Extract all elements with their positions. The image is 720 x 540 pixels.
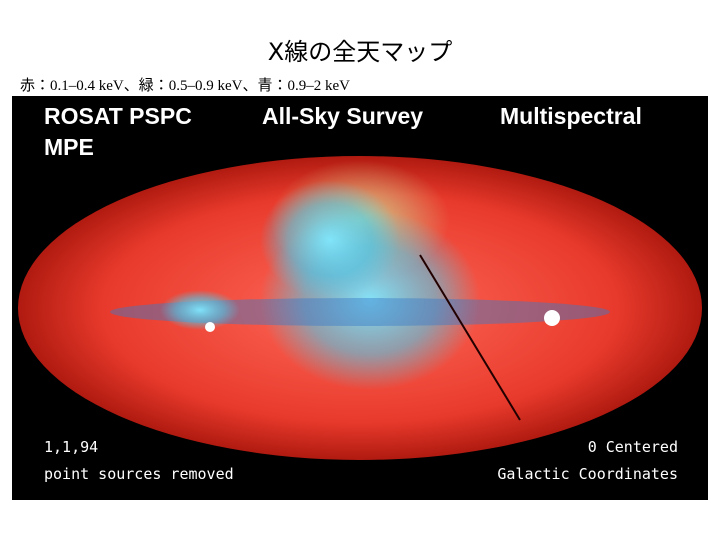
image-label: ROSAT PSPC [44,103,192,129]
image-label: point sources removed [44,465,234,483]
sky-feature [260,180,400,300]
image-label: Multispectral [500,103,642,129]
image-label: 0 Centered [588,438,678,456]
sky-feature [160,290,240,330]
bright-source [205,322,215,332]
image-label: Galactic Coordinates [497,465,678,483]
slide-subtitle: 赤：0.1–0.4 keV、緑：0.5–0.9 keV、青：0.9–2 keV [20,78,350,94]
image-label: 1,1,94 [44,438,98,456]
scan-gap [419,254,521,421]
image-label: All-Sky Survey [262,103,423,129]
bright-source [544,310,560,326]
image-label: MPE [44,134,94,160]
slide-title: X線の全天マップ [267,38,453,66]
